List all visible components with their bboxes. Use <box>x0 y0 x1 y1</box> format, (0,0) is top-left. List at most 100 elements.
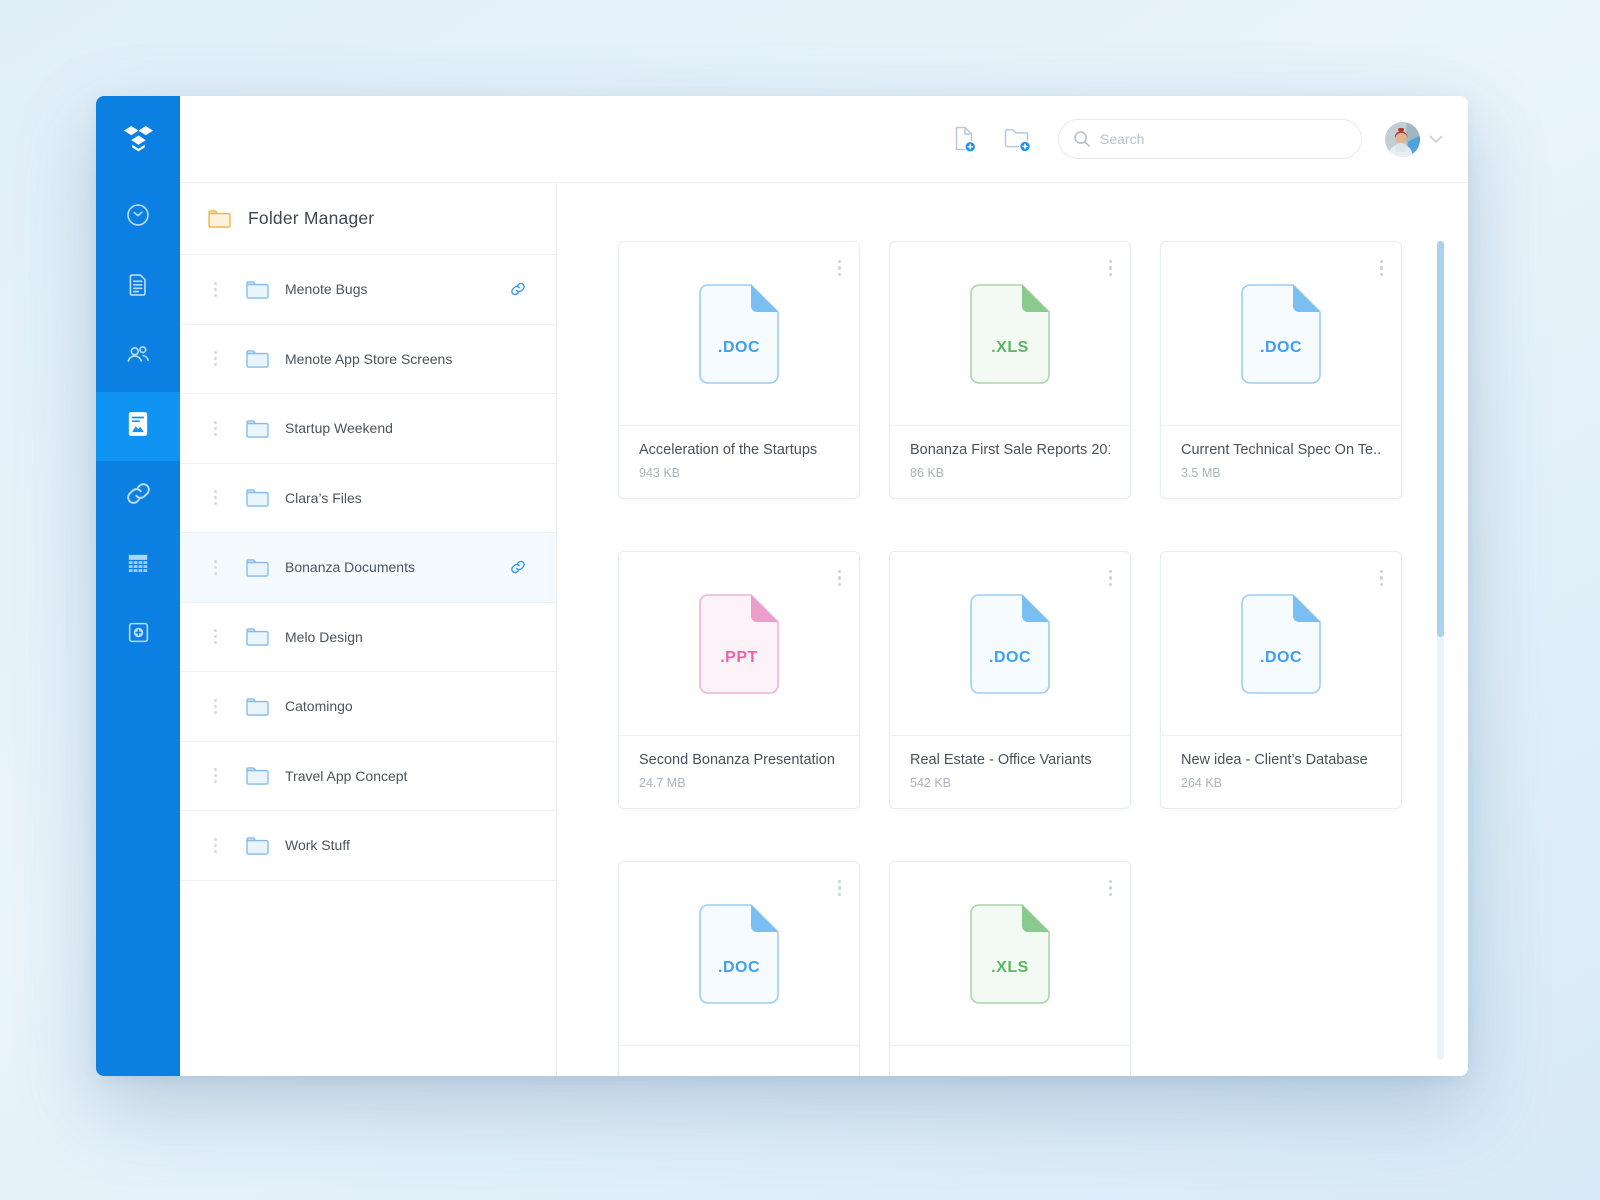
file-card-clipped[interactable]: .DOC <box>618 861 860 1076</box>
folder-name: Work Stuff <box>285 837 350 854</box>
file-card-clipped[interactable]: .XLS <box>889 861 1131 1076</box>
svg-text:.DOC: .DOC <box>718 339 760 356</box>
folder-icon <box>246 767 269 786</box>
file-title: Bonanza First Sale Reports 2017 <box>910 442 1110 458</box>
drag-handle-icon[interactable] <box>208 420 222 436</box>
file-title: Real Estate - Office Variants <box>910 752 1092 768</box>
avatar[interactable] <box>1385 121 1420 157</box>
drag-handle-icon[interactable] <box>208 837 222 853</box>
sidebar-item-recents[interactable] <box>96 183 180 253</box>
file-card[interactable]: .PPT Second Bonanza Presentation 24.7 MB <box>618 551 860 809</box>
file-title: Second Bonanza Presentation <box>639 752 835 768</box>
svg-text:.PPT: .PPT <box>720 649 758 666</box>
sidebar-nav <box>96 183 180 670</box>
kebab-menu-icon[interactable] <box>1106 877 1115 899</box>
doc-file-icon: .DOC <box>699 903 779 1004</box>
shared-link-icon[interactable] <box>510 559 526 575</box>
folder-name: Menote App Store Screens <box>285 350 453 367</box>
account-menu-chevron[interactable] <box>1429 135 1443 144</box>
drag-handle-icon[interactable] <box>208 768 222 784</box>
search-icon <box>1074 131 1090 147</box>
folder-icon <box>246 558 269 577</box>
svg-text:.DOC: .DOC <box>1260 649 1302 666</box>
folder-row-bonanza-documents-selected[interactable]: Bonanza Documents <box>180 533 556 603</box>
folder-name: Travel App Concept <box>285 767 408 784</box>
panel-title: Folder Manager <box>248 208 375 228</box>
kebab-menu-icon[interactable] <box>835 877 844 899</box>
new-folder-button[interactable] <box>1002 125 1032 153</box>
file-size: 86 KB <box>910 466 945 480</box>
scrollbar-track[interactable] <box>1437 241 1444 1060</box>
folder-icon <box>246 419 269 438</box>
body-row: Folder Manager Menote Bugs <box>180 183 1468 1076</box>
drag-handle-icon[interactable] <box>208 559 222 575</box>
kebab-menu-icon[interactable] <box>835 257 844 279</box>
file-card[interactable]: .DOC New idea - Client’s Database 264 KB <box>1160 551 1402 809</box>
folder-row-catomingo[interactable]: Catomingo <box>180 672 556 742</box>
kebab-menu-icon[interactable] <box>1106 567 1115 589</box>
folder-row-travel-app-concept[interactable]: Travel App Concept <box>180 741 556 811</box>
sidebar-item-team[interactable] <box>96 322 180 392</box>
drag-handle-icon[interactable] <box>208 281 222 297</box>
folder-row-melo-design[interactable]: Melo Design <box>180 602 556 672</box>
file-title: New idea - Client’s Database <box>1181 752 1368 768</box>
app-sidebar <box>96 96 180 1076</box>
chevron-down-icon <box>1429 135 1443 143</box>
folder-icon <box>246 280 269 299</box>
svg-text:.DOC: .DOC <box>989 649 1031 666</box>
new-file-button[interactable] <box>950 125 978 153</box>
doc-file-icon: .DOC <box>970 593 1050 694</box>
file-card[interactable]: .XLS Bonanza First Sale Reports 2017 86 … <box>889 241 1131 499</box>
folder-icon <box>246 836 269 855</box>
folder-row-menote-bugs[interactable]: Menote Bugs <box>180 255 556 325</box>
file-title: Acceleration of the Startups <box>639 442 818 458</box>
kebab-menu-icon[interactable] <box>1106 257 1115 279</box>
folder-icon <box>246 628 269 647</box>
folder-row-claras-files[interactable]: Clara’s Files <box>180 463 556 533</box>
xls-file-icon: .XLS <box>970 283 1050 384</box>
folder-icon <box>246 697 269 716</box>
file-card[interactable]: .DOC Acceleration of the Startups 943 KB <box>618 241 860 499</box>
sidebar-item-links[interactable] <box>96 461 180 531</box>
file-card[interactable]: .DOC Real Estate - Office Variants 542 K… <box>889 551 1131 809</box>
scrollbar-thumb[interactable] <box>1437 241 1444 637</box>
link-icon <box>125 480 152 512</box>
doc-file-icon: .DOC <box>1241 283 1321 384</box>
file-card[interactable]: .DOC Current Technical Spec On Te... 3.5… <box>1160 241 1402 499</box>
shared-link-icon[interactable] <box>510 281 526 297</box>
sidebar-item-documents[interactable] <box>96 253 180 323</box>
kebab-menu-icon[interactable] <box>1377 567 1386 589</box>
panel-header: Folder Manager <box>180 183 556 255</box>
file-size: 264 KB <box>1181 776 1223 790</box>
drag-handle-icon[interactable] <box>208 629 222 645</box>
orange-folder-icon <box>208 210 231 228</box>
content-column: Folder Manager Menote Bugs <box>180 96 1468 1076</box>
drag-handle-icon[interactable] <box>208 351 222 367</box>
folder-panel: Folder Manager Menote Bugs <box>180 183 557 1076</box>
file-title: Current Technical Spec On Te... <box>1181 442 1381 458</box>
sidebar-item-calendar[interactable] <box>96 531 180 601</box>
folder-row-work-stuff[interactable]: Work Stuff <box>180 811 556 881</box>
kebab-menu-icon[interactable] <box>1377 257 1386 279</box>
drag-handle-icon[interactable] <box>208 698 222 714</box>
folder-icon <box>246 350 269 369</box>
folder-name: Menote Bugs <box>285 281 368 298</box>
kebab-menu-icon[interactable] <box>835 567 844 589</box>
sidebar-item-add-apps[interactable] <box>96 600 180 670</box>
media-document-icon <box>125 410 151 443</box>
search-input[interactable] <box>1100 131 1347 147</box>
document-icon <box>125 272 151 303</box>
file-size: 943 KB <box>639 466 681 480</box>
doc-file-icon: .DOC <box>699 283 779 384</box>
drag-handle-icon[interactable] <box>208 490 222 506</box>
file-grid: .DOC Acceleration of the Startups 943 KB <box>618 241 1402 1076</box>
topbar <box>180 96 1468 183</box>
file-size: 24.7 MB <box>639 776 686 790</box>
doc-file-icon: .DOC <box>1241 593 1321 694</box>
folder-icon <box>246 489 269 508</box>
dropbox-logo-icon[interactable] <box>96 96 180 183</box>
folder-row-menote-app-store[interactable]: Menote App Store Screens <box>180 324 556 394</box>
sidebar-item-media-active[interactable] <box>96 391 180 461</box>
folder-row-startup-weekend[interactable]: Startup Weekend <box>180 394 556 464</box>
